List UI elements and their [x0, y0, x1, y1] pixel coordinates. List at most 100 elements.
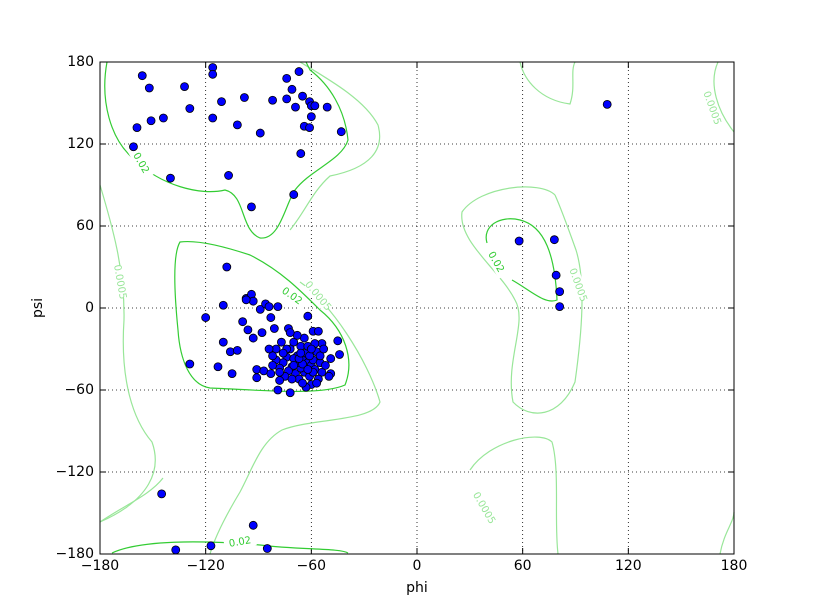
point — [296, 348, 306, 358]
point — [291, 102, 300, 112]
point — [268, 351, 277, 361]
point — [333, 336, 343, 346]
point — [549, 235, 559, 245]
x-tick-label: 60 — [514, 558, 532, 574]
point — [248, 520, 258, 530]
point — [269, 324, 279, 333]
point — [326, 354, 336, 363]
point — [287, 374, 297, 384]
point — [321, 360, 330, 370]
contour-label-bg — [111, 265, 129, 299]
contour-line — [713, 61, 735, 133]
point — [241, 295, 251, 305]
point — [171, 545, 181, 555]
point — [555, 302, 565, 312]
point — [222, 262, 232, 272]
contour-label-bg — [303, 279, 333, 313]
point — [555, 287, 565, 297]
x-tick-label: −60 — [297, 558, 327, 574]
point — [185, 104, 195, 113]
point — [312, 378, 322, 388]
contour-label-bg — [482, 245, 510, 279]
contour-label: 0.02 — [228, 535, 252, 550]
point — [322, 102, 332, 112]
x-tick-label: −180 — [81, 558, 119, 574]
point — [158, 113, 168, 123]
point — [201, 313, 211, 322]
point — [227, 369, 237, 379]
point — [285, 388, 295, 398]
point — [275, 376, 285, 385]
y-tick-label: 0 — [85, 300, 94, 316]
point — [335, 350, 344, 359]
point — [240, 93, 249, 102]
x-tick-label: 120 — [615, 558, 642, 574]
point — [278, 348, 288, 358]
point — [166, 173, 175, 183]
point — [213, 362, 223, 372]
contour-line — [485, 218, 558, 302]
point — [319, 344, 329, 354]
x-tick-label: −120 — [186, 558, 224, 574]
point — [137, 71, 147, 81]
point — [273, 385, 283, 395]
point — [248, 333, 258, 343]
y-tick-label: 120 — [67, 136, 94, 152]
point — [252, 373, 262, 383]
point — [217, 97, 226, 107]
point — [313, 326, 323, 336]
point — [243, 325, 253, 335]
point — [336, 127, 346, 137]
x-axis-label: phi — [406, 580, 428, 596]
point — [157, 489, 167, 499]
point — [303, 311, 313, 321]
point — [132, 123, 142, 132]
contour-label-bg — [470, 491, 498, 525]
contour-line — [461, 186, 583, 414]
contour-label-bg — [275, 281, 309, 311]
y-tick-label: −60 — [64, 382, 94, 398]
contour-line — [174, 240, 350, 393]
point — [238, 317, 248, 327]
point — [324, 371, 334, 381]
point — [232, 120, 242, 130]
contour-line — [469, 436, 559, 555]
y-axis-label: psi — [30, 298, 46, 318]
point — [180, 82, 189, 91]
point — [146, 116, 156, 126]
point — [248, 296, 258, 306]
contour-label-bg — [566, 267, 590, 303]
point — [285, 328, 295, 338]
point — [247, 202, 256, 212]
point — [276, 337, 286, 347]
points — [129, 63, 612, 555]
point — [306, 112, 316, 122]
point — [129, 142, 138, 152]
point — [255, 128, 265, 138]
point — [289, 360, 299, 370]
point — [268, 360, 277, 370]
point — [287, 84, 297, 94]
point — [218, 300, 228, 310]
point — [303, 365, 313, 374]
point — [602, 99, 612, 109]
point — [310, 101, 320, 111]
point — [317, 367, 327, 377]
contour-line — [99, 184, 156, 523]
point — [255, 304, 265, 314]
x-tick-label: 180 — [721, 558, 748, 574]
point — [296, 149, 306, 158]
point — [257, 328, 267, 338]
point — [273, 302, 283, 312]
point — [252, 365, 262, 374]
point — [185, 359, 195, 369]
point — [551, 270, 561, 280]
point — [282, 94, 292, 104]
point — [315, 351, 325, 361]
point — [144, 83, 154, 93]
point — [294, 67, 304, 76]
point — [264, 344, 274, 354]
point — [266, 313, 276, 322]
